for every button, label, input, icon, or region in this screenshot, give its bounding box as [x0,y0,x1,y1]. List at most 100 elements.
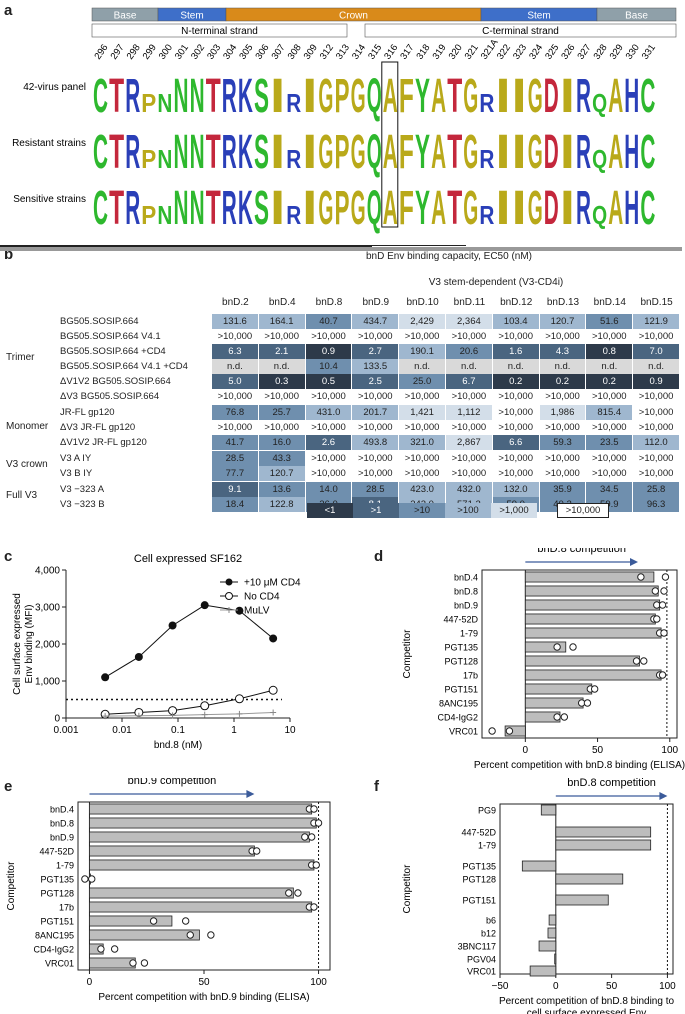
y-axis-label: Env binding (MFI) [24,605,35,684]
position-label: 327 [575,42,593,61]
replicate-point [310,805,318,813]
table-cell: 122.8 [258,497,305,512]
table-subtitle-rule [0,246,372,247]
table-cell: 201.7 [352,405,399,420]
title-arrowhead [659,792,668,800]
position-label: 318 [414,42,432,61]
column-header: bnD.4 [268,297,296,308]
x-tick-label: −50 [492,981,509,992]
table-cell: 41.7 [212,435,258,450]
legend-label: No CD4 [244,592,280,603]
logo-letter: H [624,182,639,235]
table-cell: 2.7 [352,344,399,359]
replicate-point [651,587,660,595]
legend-label: MuLV [244,606,270,617]
logo-letter: N [157,144,172,174]
table-cell: n.d. [539,359,586,374]
x-axis-label: Percent competition with bnD.8 binding (… [474,760,685,771]
logo-letter: R [576,182,591,235]
replicate-point [310,903,318,911]
logo-letter: A [608,70,623,123]
table-cell: 28.5 [352,482,399,497]
logo-letter: G [318,70,333,123]
table-cell: >10,000 [305,451,352,466]
logo-letter: A [608,126,623,179]
y-tick-label: 1,000 [35,677,60,688]
position-label: 329 [608,42,626,61]
legend-item: >10 [399,503,445,518]
position-label: 321 [463,42,481,61]
table-cell: >10,000 [352,466,399,481]
row-label: V3 B IY [60,468,93,479]
table-cell: 10.4 [305,359,352,374]
replicate-point [569,643,577,651]
region-label: Stem [527,11,550,22]
table-cell: >10,000 [586,420,633,435]
category-label: PGT135 [462,862,496,872]
bar [554,953,557,965]
bar [547,927,557,939]
row-label: ΔV1V2 BG505.SOSIP.664 [60,376,171,387]
logo-letter: N [190,182,205,235]
table-cell: 321.0 [399,435,445,450]
logo-letter: G [463,182,478,235]
table-cell: >10,000 [258,329,305,344]
binding-capacity-table: bnD Env binding capacity, EC50 (nM) V3 st… [0,245,685,545]
replicate-point [181,917,190,925]
table-cell: 43.3 [258,451,305,466]
bar [555,873,624,885]
position-label: 299 [141,42,159,61]
table-cell: >10,000 [258,389,305,404]
bar [89,957,136,969]
table-cell: 51.6 [586,314,633,329]
logo-letter: N [157,88,172,118]
logo-letter: A [608,182,623,235]
row-label: V3 −323 A [60,484,105,495]
table-cell: >10,000 [586,329,633,344]
table-cell: >10,000 [586,451,633,466]
table-cell: >10,000 [258,420,305,435]
table-cell: >10,000 [633,405,679,420]
table-cell: >10,000 [352,451,399,466]
table-cell: 0.2 [539,374,586,389]
position-label: 309 [302,42,320,61]
logo-letter: R [125,126,140,179]
bar [89,929,200,941]
logo-letter: K [238,182,253,235]
logo-letter: C [640,70,655,123]
x-axis-label: Percent competition with bnD.9 binding (… [98,992,309,1003]
data-point [270,709,277,716]
replicate-point [307,833,316,841]
logo-letter: G [528,126,543,179]
row-label: BG505.SOSIP.664 V4.1 +CD4 [60,361,188,372]
category-label: 17b [59,903,74,913]
table-cell: >10,000 [492,451,539,466]
y-axis-label: Competitor [402,864,413,914]
legend-item: >10,000 [557,503,609,518]
logo-letter: I [512,126,527,179]
table-title: bnD Env binding capacity, EC50 (nM) [365,251,532,262]
y-axis-label: Competitor [402,629,413,679]
position-label: 304 [221,42,239,61]
table-cell: 96.3 [633,497,679,512]
logo-letter: G [351,70,366,123]
category-label: PG9 [478,806,496,816]
x-tick-label: 50 [198,977,210,988]
replicate-point [110,945,119,953]
bar [89,803,313,815]
logo-letter: I [560,126,575,179]
title-arrowhead [246,790,255,798]
table-cell: >10,000 [352,329,399,344]
table-cell: >10,000 [492,420,539,435]
replicate-point [488,727,496,735]
strand-label: C-terminal strand [482,26,559,37]
table-cell: >10,000 [586,389,633,404]
series-line [105,711,274,717]
x-tick-label: 0.001 [53,725,78,736]
region-segment [596,7,677,22]
replicate-point [285,889,293,897]
bar [89,817,317,829]
table-cell: 59.3 [539,435,586,450]
replicate-point [658,601,667,609]
position-label: 320 [447,42,465,61]
